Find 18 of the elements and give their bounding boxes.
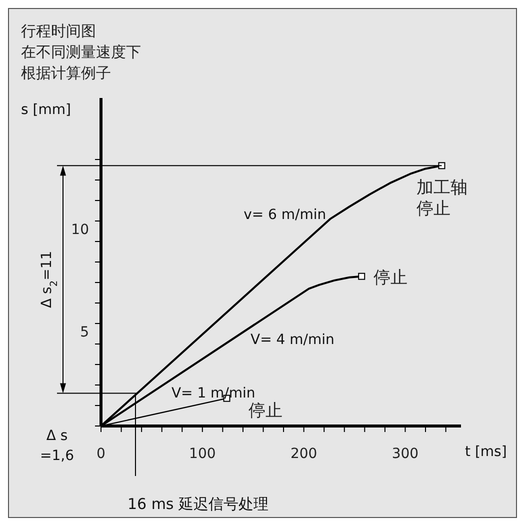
- series-label: V= 4 m/min: [250, 332, 334, 348]
- series-label: v= 6 m/min: [244, 206, 326, 223]
- annotation: 停止: [248, 401, 284, 422]
- y-axis-title: s [mm]: [21, 102, 71, 118]
- x-tick-label: 0: [96, 446, 106, 462]
- annotation: 加工轴停止: [416, 178, 468, 220]
- ref-line-label: Δ s =1,6: [40, 428, 74, 464]
- chart-title: 行程时间图: [21, 21, 97, 42]
- chart-subtitle: 在不同测量速度下根据计算例子: [21, 42, 142, 84]
- x-tick-label: 200: [290, 446, 318, 462]
- annotation: 停止: [374, 268, 409, 290]
- y-tick-label: 5: [80, 324, 89, 340]
- series-label: V= 1 m/min: [171, 385, 256, 402]
- y-tick-label: 10: [71, 222, 89, 238]
- ref-line-label: 16 ms 延迟信号处理: [127, 495, 269, 513]
- x-tick-label: 300: [392, 446, 419, 462]
- x-tick-label: 100: [189, 446, 216, 462]
- x-axis-title: t [ms]: [465, 444, 507, 460]
